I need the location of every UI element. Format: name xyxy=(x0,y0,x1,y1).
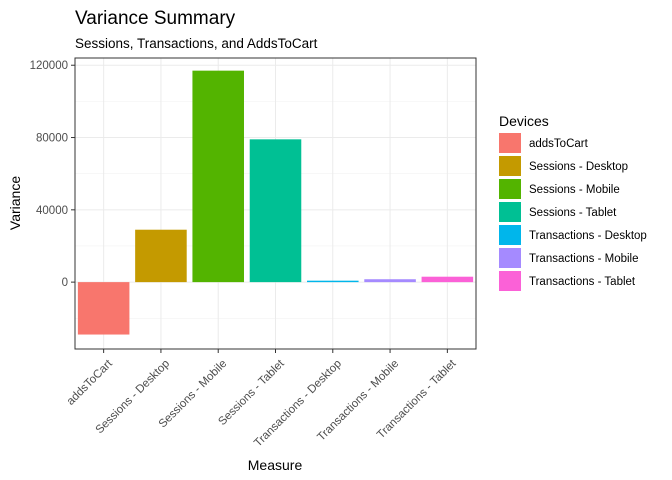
y-tick-label-3: 120000 xyxy=(30,60,68,72)
y-tick-label-0: 0 xyxy=(62,277,68,289)
legend-label-2: Sessions - Mobile xyxy=(529,184,620,196)
legend: Devices addsToCart Sessions - Desktop Sess… xyxy=(499,113,647,291)
bar-4 xyxy=(307,280,359,283)
chart-title: Variance Summary xyxy=(75,8,236,29)
legend-title: Devices xyxy=(499,113,549,129)
x-axis-title: Measure xyxy=(248,457,303,473)
legend-key-3 xyxy=(499,202,521,222)
chart-subtitle: Sessions, Transactions, and AddsToCart xyxy=(75,36,318,51)
bar-6 xyxy=(421,276,474,283)
legend-key-1 xyxy=(499,156,521,176)
bar-3 xyxy=(249,139,302,283)
x-tick-label-0: addsToCart xyxy=(65,357,116,408)
y-tick-label-1: 40000 xyxy=(36,205,68,217)
legend-key-4 xyxy=(499,225,521,245)
legend-label-1: Sessions - Desktop xyxy=(529,161,628,173)
y-axis-ticks: 0 40000 80000 120000 xyxy=(30,60,75,289)
bar-0 xyxy=(77,282,130,335)
bar-5 xyxy=(364,279,416,283)
legend-label-0: addsToCart xyxy=(529,138,589,150)
legend-key-5 xyxy=(499,248,521,268)
legend-label-4: Transactions - Desktop xyxy=(529,230,647,242)
legend-label-3: Sessions - Tablet xyxy=(529,207,617,219)
bar-1 xyxy=(135,229,187,283)
y-tick-label-2: 80000 xyxy=(36,133,68,145)
legend-label-6: Transactions - Tablet xyxy=(529,276,636,288)
legend-key-6 xyxy=(499,271,521,291)
legend-label-5: Transactions - Mobile xyxy=(529,253,639,265)
bars xyxy=(77,70,474,335)
legend-key-2 xyxy=(499,179,521,199)
bar-2 xyxy=(192,70,244,283)
y-axis-title: Variance xyxy=(7,176,23,230)
legend-key-0 xyxy=(499,133,521,153)
